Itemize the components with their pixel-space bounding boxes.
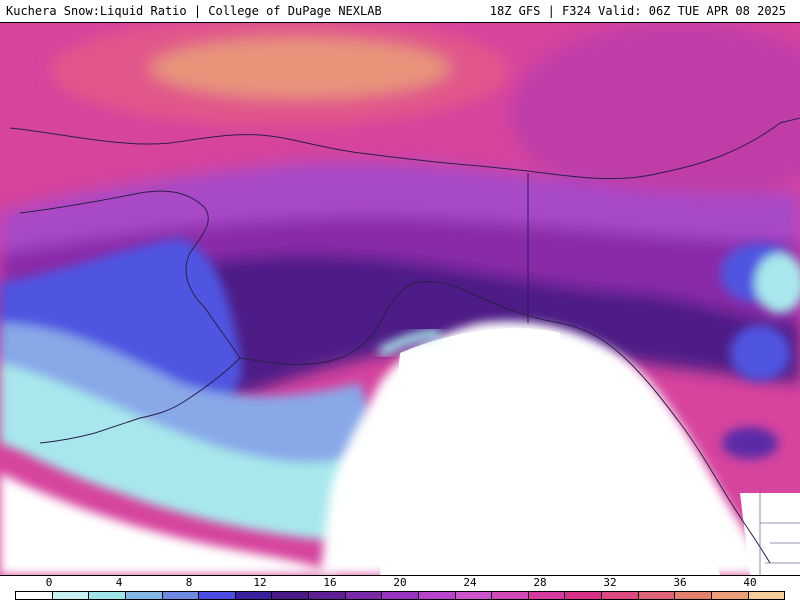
legend-tick: 36 xyxy=(673,576,687,589)
legend-tick: 12 xyxy=(253,576,267,589)
legend-tick: 40 xyxy=(743,576,757,589)
product-title: Kuchera Snow:Liquid Ratio | College of D… xyxy=(6,4,382,18)
legend-swatch xyxy=(748,592,785,599)
legend-swatch xyxy=(89,592,126,599)
legend-tick: 4 xyxy=(115,576,123,589)
legend-swatch xyxy=(309,592,346,599)
legend-color-bar xyxy=(15,591,785,600)
legend-swatch xyxy=(418,592,456,599)
legend-swatch xyxy=(528,592,566,599)
legend-tick: 32 xyxy=(603,576,617,589)
legend-tick: 16 xyxy=(323,576,337,589)
legend-swatch xyxy=(602,592,639,599)
arctic-ratio-core xyxy=(150,38,450,98)
legend-swatch xyxy=(492,592,529,599)
legend-tick-row: 0 4 8 12 16 20 24 28 32 36 40 xyxy=(0,576,800,590)
coastal-cyan-band xyxy=(0,363,380,543)
legend-tick: 0 xyxy=(45,576,53,589)
legend-swatch xyxy=(235,592,273,599)
forecast-map[interactable] xyxy=(0,23,800,575)
snow-ratio-field xyxy=(0,23,800,575)
model-run-info: 18Z GFS | F324 Valid: 06Z TUE APR 08 202… xyxy=(489,4,786,18)
legend-swatch xyxy=(162,592,200,599)
legend-swatch xyxy=(199,592,236,599)
legend-swatch xyxy=(711,592,749,599)
legend-swatch xyxy=(565,592,602,599)
legend-swatch xyxy=(272,592,309,599)
legend-tick: 28 xyxy=(533,576,547,589)
legend-swatch xyxy=(125,592,163,599)
map-header: Kuchera Snow:Liquid Ratio | College of D… xyxy=(0,0,800,23)
legend-swatch xyxy=(345,592,383,599)
borders-icon xyxy=(759,493,800,575)
legend-swatch xyxy=(16,592,53,599)
legend-tick: 24 xyxy=(463,576,477,589)
legend-swatch xyxy=(675,592,712,599)
legend-swatch xyxy=(455,592,493,599)
legend-swatch xyxy=(638,592,676,599)
color-legend: 0 4 8 12 16 20 24 28 32 36 40 xyxy=(0,575,800,601)
legend-swatch xyxy=(382,592,419,599)
legend-tick: 20 xyxy=(393,576,407,589)
legend-swatch xyxy=(52,592,90,599)
legend-tick: 8 xyxy=(185,576,193,589)
alaska-coastline-icon xyxy=(9,117,800,564)
